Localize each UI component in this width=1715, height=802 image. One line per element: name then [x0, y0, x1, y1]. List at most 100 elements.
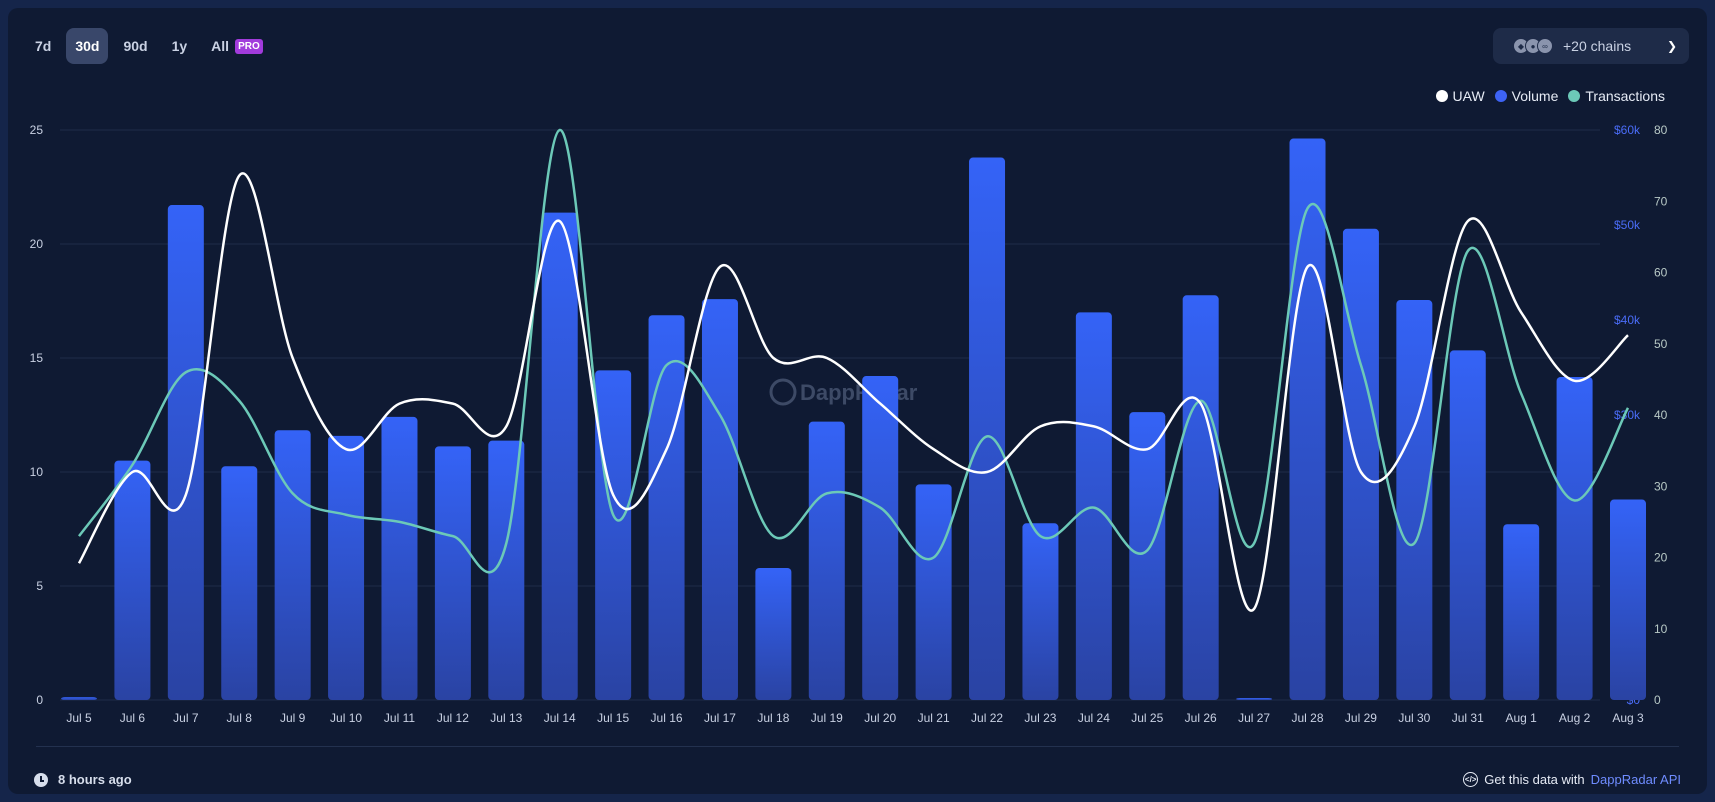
y-tick-volume: $50k	[1614, 218, 1641, 232]
x-tick-label: Aug 2	[1559, 711, 1591, 725]
legend-item-transactions[interactable]: Transactions	[1568, 88, 1665, 104]
x-tick-label: Jul 23	[1024, 711, 1056, 725]
y-tick-left: 25	[30, 123, 44, 137]
y-tick-left: 15	[30, 351, 44, 365]
api-link[interactable]: DappRadar API	[1590, 772, 1681, 787]
y-tick-left: 5	[36, 579, 43, 593]
y-tick-transactions: 50	[1654, 337, 1668, 351]
y-tick-volume: $40k	[1614, 313, 1641, 327]
x-tick-label: Jul 15	[597, 711, 629, 725]
bar-volume	[1342, 228, 1379, 701]
bar-volume	[1075, 312, 1112, 700]
y-tick-transactions: 80	[1654, 123, 1668, 137]
link-icon: ∞	[1537, 38, 1553, 54]
tab-7d[interactable]: 7d	[26, 28, 60, 64]
dappradar-logo-icon	[769, 378, 797, 406]
bar-volume	[541, 212, 578, 700]
x-tick-label: Jul 9	[280, 711, 306, 725]
bar-volume	[1610, 499, 1646, 700]
tab-label: All	[211, 38, 230, 54]
bar-volume	[61, 697, 97, 700]
tab-label: 90d	[123, 38, 148, 54]
tab-label: 7d	[35, 38, 52, 54]
bar-volume	[1129, 412, 1166, 700]
tab-label: 30d	[75, 38, 100, 54]
y-tick-transactions: 30	[1654, 479, 1668, 493]
x-tick-label: Jul 16	[651, 711, 683, 725]
x-tick-label: Jul 18	[757, 711, 789, 725]
bar-volume	[1449, 350, 1486, 700]
series-line-transactions	[77, 128, 1630, 574]
y-tick-transactions: 70	[1654, 194, 1668, 208]
x-tick-label: Jul 26	[1185, 711, 1217, 725]
chevron-down-icon: ❯	[1666, 39, 1677, 53]
y-tick-transactions: 10	[1654, 622, 1668, 636]
x-tick-label: Jul 21	[918, 711, 950, 725]
bar-volume	[969, 157, 1006, 701]
tab-30d[interactable]: 30d	[66, 28, 109, 64]
time-range-tabs: 7d 30d 90d 1y All PRO	[26, 28, 272, 64]
legend-label: Transactions	[1585, 88, 1665, 104]
chain-icons: ◆ ● ∞	[1513, 38, 1553, 54]
legend-label: UAW	[1452, 88, 1485, 104]
chart-legend: UAW Volume Transactions	[1435, 88, 1665, 104]
x-tick-label: Jul 19	[811, 711, 843, 725]
bar-volume	[862, 376, 899, 700]
bar-volume	[1289, 138, 1326, 701]
x-tick-label: Jul 8	[227, 711, 253, 725]
y-tick-transactions: 60	[1654, 266, 1668, 280]
pro-badge: PRO	[235, 38, 263, 54]
x-tick-label: Jul 12	[437, 711, 469, 725]
bar-volume	[1556, 377, 1593, 700]
bar-volume	[1182, 295, 1219, 700]
bar-volume	[1503, 524, 1540, 700]
x-tick-label: Jul 31	[1452, 711, 1484, 725]
bar-volume	[488, 440, 525, 700]
bar-volume	[755, 567, 792, 700]
bar-volume	[808, 421, 845, 700]
x-tick-label: Jul 24	[1078, 711, 1110, 725]
footer-divider	[36, 746, 1679, 747]
api-promo: </> Get this data with DappRadar API	[1463, 772, 1681, 787]
legend-swatch	[1494, 90, 1507, 102]
x-tick-label: Jul 7	[173, 711, 199, 725]
y-tick-volume: $30k	[1614, 408, 1641, 422]
chain-selector-label: +20 chains	[1563, 38, 1632, 54]
y-tick-left: 20	[30, 237, 44, 251]
tab-90d[interactable]: 90d	[114, 28, 156, 64]
x-tick-label: Jul 29	[1345, 711, 1377, 725]
bar-volume	[648, 315, 685, 700]
x-tick-label: Jul 6	[120, 711, 146, 725]
chain-selector[interactable]: ◆ ● ∞ +20 chains ❯	[1493, 28, 1689, 64]
x-tick-label: Jul 22	[971, 711, 1003, 725]
last-updated: 8 hours ago	[34, 772, 132, 787]
clock-icon	[34, 772, 48, 787]
x-tick-label: Jul 17	[704, 711, 736, 725]
bar-volume	[274, 430, 311, 700]
code-icon: </>	[1463, 772, 1479, 787]
x-tick-label: Jul 27	[1238, 711, 1270, 725]
y-tick-volume: $60k	[1614, 123, 1641, 137]
tab-all[interactable]: All PRO	[202, 28, 272, 64]
api-prefix-text: Get this data with	[1484, 772, 1585, 787]
bar-volume	[221, 466, 258, 700]
bar-volume	[1236, 698, 1273, 700]
x-tick-label: Jul 20	[864, 711, 896, 725]
x-tick-label: Aug 1	[1505, 711, 1537, 725]
y-tick-transactions: 40	[1654, 408, 1668, 422]
legend-item-uaw[interactable]: UAW	[1435, 88, 1485, 104]
bar-volume	[114, 460, 151, 700]
x-tick-label: Jul 30	[1398, 711, 1430, 725]
x-tick-label: Aug 3	[1612, 711, 1644, 725]
y-tick-left: 0	[36, 693, 43, 707]
x-tick-label: Jul 11	[384, 711, 415, 725]
tab-label: 1y	[171, 38, 188, 54]
bar-volume	[167, 205, 204, 701]
legend-swatch	[1435, 90, 1448, 102]
legend-item-volume[interactable]: Volume	[1494, 88, 1558, 104]
tab-1y[interactable]: 1y	[163, 28, 197, 64]
legend-swatch	[1568, 90, 1581, 102]
series-line-uaw	[77, 172, 1629, 612]
x-tick-label: Jul 25	[1131, 711, 1163, 725]
